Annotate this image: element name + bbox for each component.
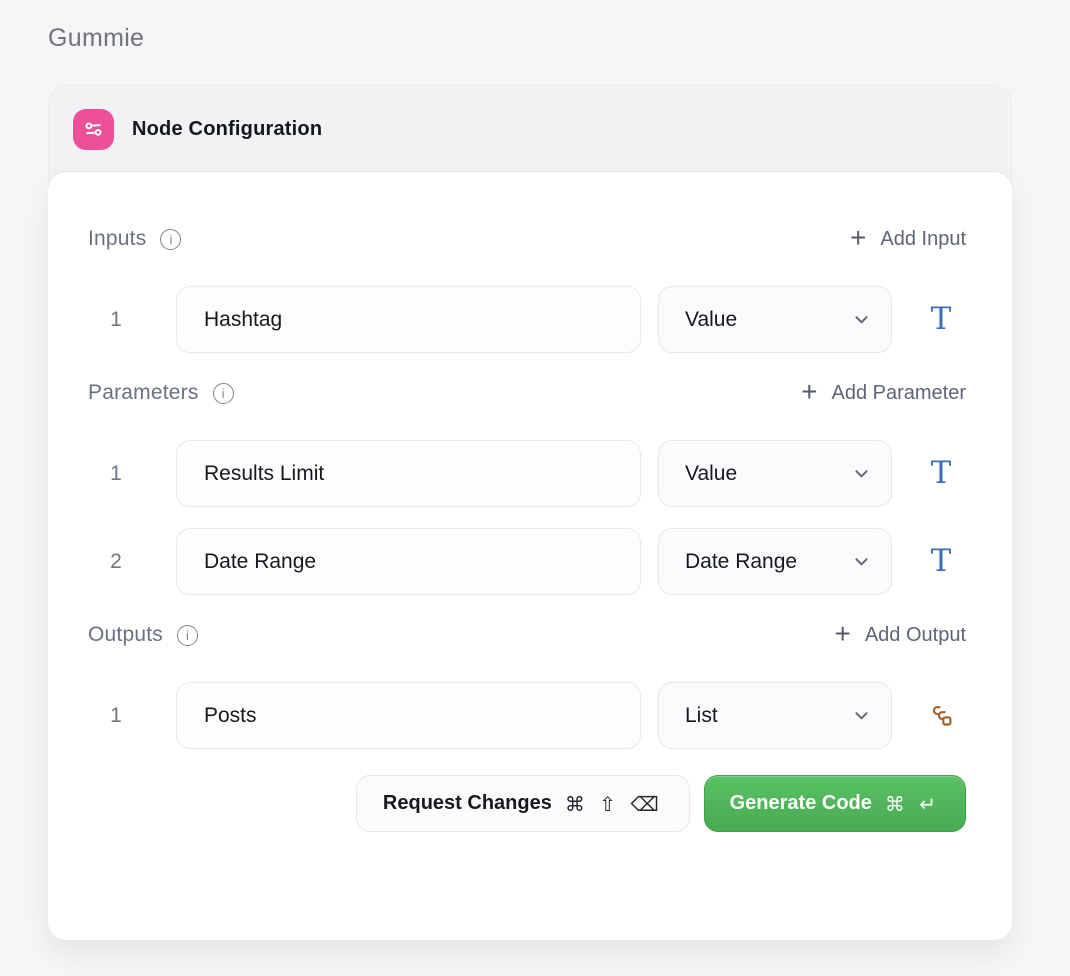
- parameter-name-field[interactable]: [176, 440, 641, 507]
- row-number: 2: [110, 549, 122, 573]
- plus-icon: +: [801, 375, 818, 407]
- outputs-section-header: Outputs i + Add Output: [88, 617, 966, 650]
- add-parameter-button[interactable]: + Add Parameter: [801, 375, 966, 407]
- chevron-down-icon: [853, 465, 870, 482]
- page-title: Gummie: [48, 24, 145, 52]
- info-icon[interactable]: i: [212, 382, 234, 404]
- row-number: 1: [110, 307, 122, 331]
- parameter-name-field[interactable]: [176, 528, 641, 595]
- plus-icon: +: [834, 617, 851, 649]
- parameter-type-select[interactable]: Date Range: [658, 528, 892, 595]
- chevron-down-icon: [853, 311, 870, 328]
- generate-code-button[interactable]: Generate Code ⌘ ↵: [703, 775, 966, 832]
- list-type-icon[interactable]: [916, 702, 966, 729]
- parameters-section-header: Parameters i + Add Parameter: [88, 375, 966, 408]
- sliders-icon: [73, 109, 114, 150]
- add-output-label: Add Output: [864, 623, 966, 646]
- add-parameter-label: Add Parameter: [831, 381, 966, 404]
- row-number: 1: [110, 703, 122, 727]
- chevron-down-icon: [853, 707, 870, 724]
- add-input-label: Add Input: [880, 227, 966, 250]
- add-output-button[interactable]: + Add Output: [834, 617, 966, 649]
- parameter-type-select[interactable]: Value: [658, 440, 892, 507]
- parameter-row-1: 1 Value T: [88, 440, 966, 507]
- card-header: Node Configuration: [49, 86, 1011, 173]
- parameter-type-value: Date Range: [685, 549, 798, 573]
- chevron-down-icon: [853, 553, 870, 570]
- row-number: 1: [110, 461, 122, 485]
- text-type-icon[interactable]: T: [930, 455, 952, 491]
- inputs-label: Inputs: [88, 227, 147, 250]
- parameters-label: Parameters: [88, 381, 199, 404]
- shortcut-cmd-return: ⌘ ↵: [884, 791, 940, 816]
- request-changes-button[interactable]: Request Changes ⌘ ⇧ ⌫: [355, 775, 690, 832]
- shortcut-cmd-shift-delete: ⌘ ⇧ ⌫: [564, 791, 663, 816]
- info-icon[interactable]: i: [176, 624, 198, 646]
- output-name-field[interactable]: [176, 682, 641, 749]
- output-type-select[interactable]: List: [658, 682, 892, 749]
- output-type-value: List: [685, 703, 718, 727]
- inputs-section-header: Inputs i + Add Input: [88, 221, 966, 254]
- card-title: Node Configuration: [132, 118, 323, 140]
- input-row-1: 1 Value T: [88, 286, 966, 353]
- request-changes-label: Request Changes: [382, 792, 552, 814]
- footer-actions: Request Changes ⌘ ⇧ ⌫ Generate Code ⌘ ↵: [88, 775, 966, 832]
- text-type-icon[interactable]: T: [930, 543, 952, 579]
- input-type-value: Value: [685, 307, 738, 331]
- outputs-label: Outputs: [88, 623, 163, 646]
- add-input-button[interactable]: + Add Input: [850, 221, 966, 253]
- node-configuration-card: Node Configuration Inputs i + Add Input …: [48, 85, 1012, 940]
- parameter-type-value: Value: [685, 461, 738, 485]
- plus-icon: +: [850, 221, 867, 253]
- card-body: Inputs i + Add Input 1 Value: [48, 172, 1012, 940]
- info-icon[interactable]: i: [160, 228, 182, 250]
- output-row-1: 1 List: [88, 682, 966, 749]
- input-type-select[interactable]: Value: [658, 286, 892, 353]
- generate-code-label: Generate Code: [729, 792, 872, 814]
- text-type-icon[interactable]: T: [930, 301, 952, 337]
- input-name-field[interactable]: [176, 286, 641, 353]
- parameter-row-2: 2 Date Range T: [88, 528, 966, 595]
